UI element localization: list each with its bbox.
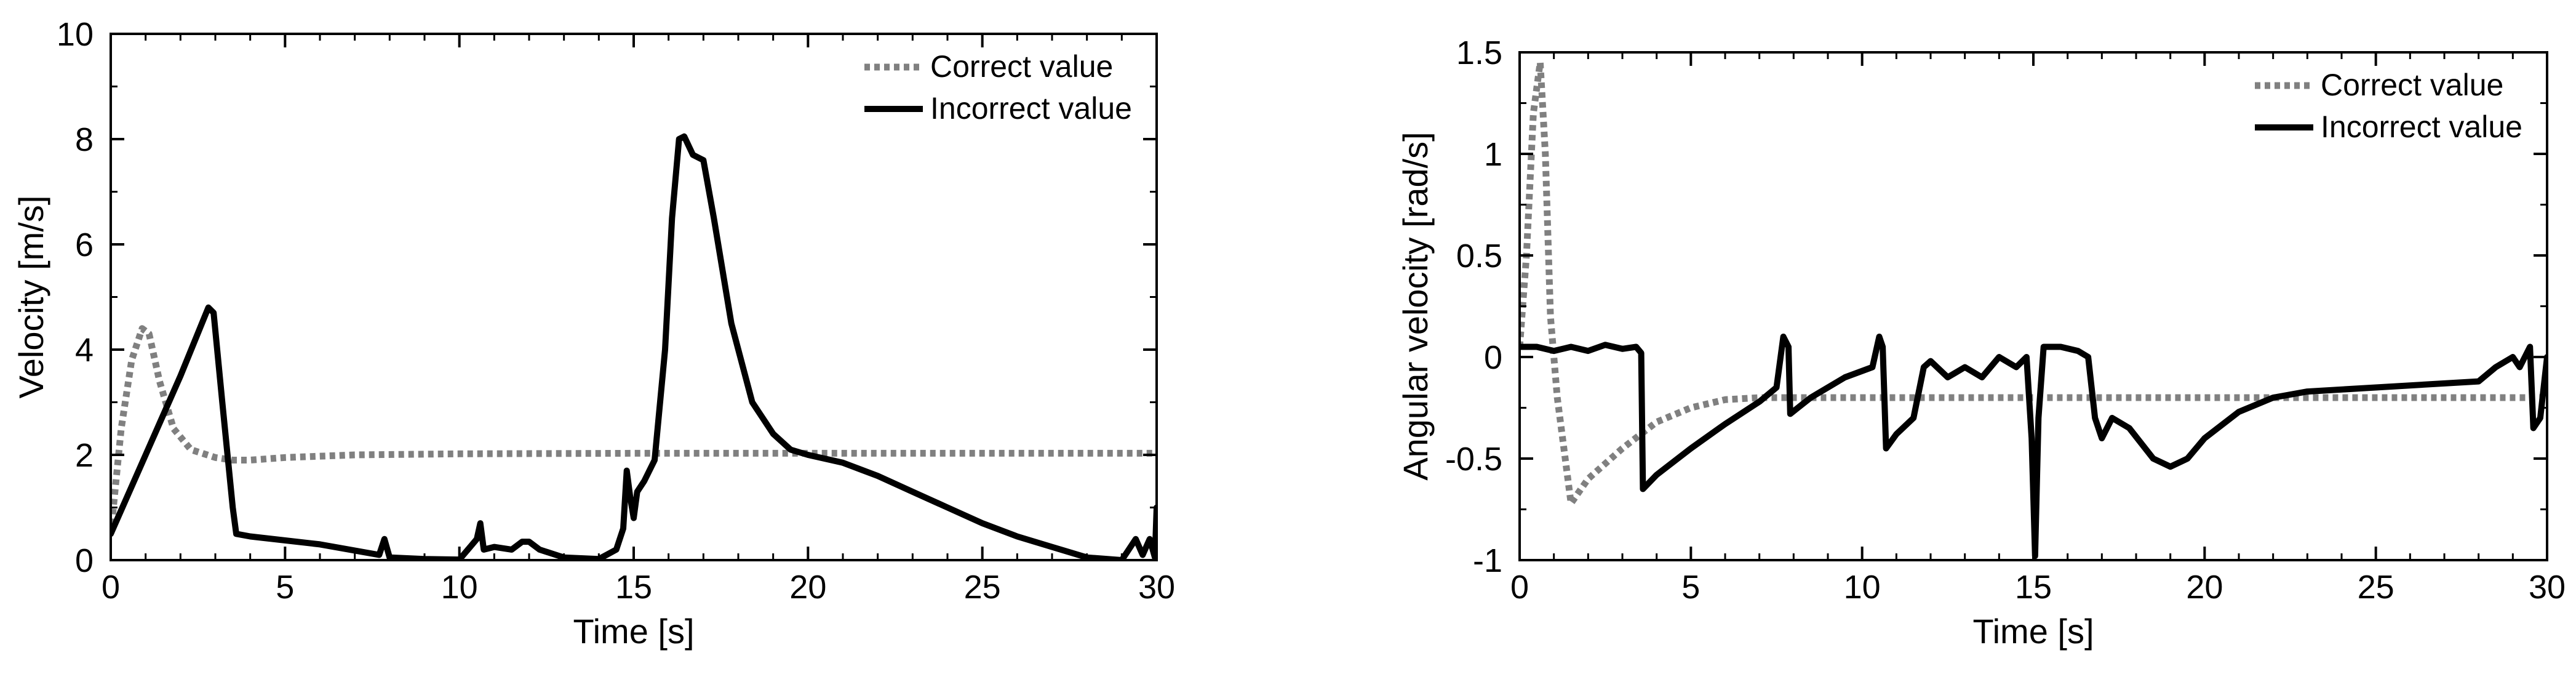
series-line-incorrect [111,133,1157,560]
y-tick-label: 0.5 [1456,238,1502,275]
y-tick-label: 2 [75,437,94,474]
x-tick-label: 30 [2529,569,2566,606]
x-axis-label: Time [s] [1972,612,2094,651]
y-axis-label: Angular velocity [rad/s] [1396,132,1435,480]
x-tick-label: 5 [276,569,294,606]
x-tick-label: 0 [102,569,120,606]
legend: Correct value Incorrect value [2255,68,2522,144]
y-tick-label: 4 [75,332,94,369]
y-tick-label: 0 [1484,339,1502,376]
series-line-correct [111,325,1157,534]
x-tick-label: 10 [441,569,478,606]
y-tick-label: -1 [1473,542,1502,579]
x-tick-label: 5 [1681,569,1700,606]
y-tick-label: 1 [1484,136,1502,173]
series-line-correct [1520,59,2547,507]
x-tick-label: 25 [2358,569,2395,606]
x-tick-label: 20 [2186,569,2223,606]
y-tick-label: -0.5 [1445,441,1502,478]
x-tick-label: 15 [2015,569,2052,606]
x-tick-label: 25 [964,569,1001,606]
y-tick-label: 6 [75,227,94,263]
legend-label: Correct value [930,49,1113,84]
angular-velocity-chart: 0 5 10 15 20 25 30 -1 -0.5 0 0.5 1 1.5 Time [s] Angula… [1396,34,2566,651]
y-tick-label: 10 [57,16,94,53]
y-tick-label: 1.5 [1456,34,1502,71]
legend-label: Correct value [2321,68,2503,102]
x-tick-label: 20 [789,569,826,606]
x-tick-label: 15 [615,569,652,606]
x-tick-label: 0 [1510,569,1529,606]
legend-label: Incorrect value [2321,110,2522,144]
x-axis-label: Time [s] [573,612,694,651]
x-tick-label: 10 [1844,569,1881,606]
series-line-incorrect [1520,334,2547,560]
legend-label: Incorrect value [930,91,1132,126]
y-tick-label: 8 [75,121,94,158]
velocity-chart: 0 5 10 15 20 25 30 0 2 4 6 8 10 Time [s] Velocity [m/s… [12,16,1175,651]
x-tick-label: 30 [1138,569,1175,606]
y-tick-label: 0 [75,542,94,579]
legend: Correct value Incorrect value [864,49,1132,126]
y-axis-label: Velocity [m/s] [12,196,50,399]
